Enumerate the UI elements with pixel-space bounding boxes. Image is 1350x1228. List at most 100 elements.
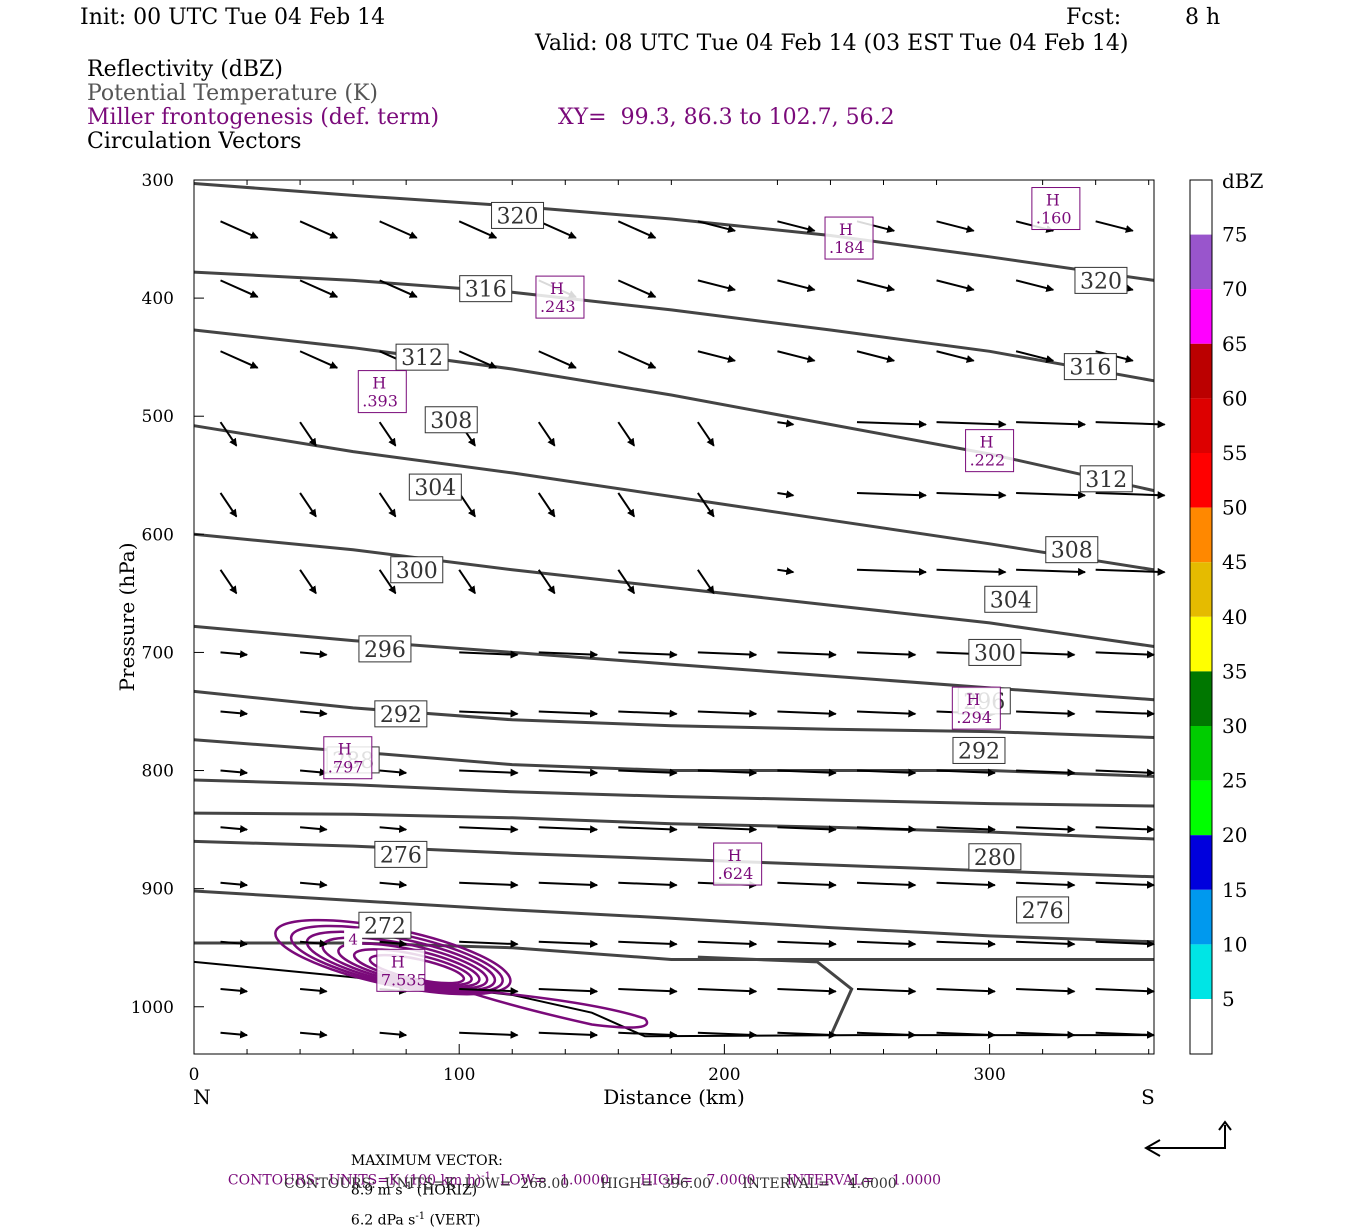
colorbar-swatch xyxy=(1190,289,1212,344)
circulation-vector xyxy=(618,880,678,889)
circulation-vector xyxy=(379,824,408,833)
theta-label-box xyxy=(374,840,428,868)
key-arrow-up-icon xyxy=(1218,1120,1232,1131)
y-tick-label: 700 xyxy=(142,643,174,663)
field-frontogenesis: Miller frontogenesis (def. term) xyxy=(87,105,440,130)
fronto-contour-tail xyxy=(458,987,649,1029)
valid-time: Valid: 08 UTC Tue 04 Feb 14 (03 EST Tue … xyxy=(535,31,1129,56)
circulation-vector xyxy=(856,880,917,889)
circulation-vector xyxy=(777,567,795,576)
theta-label-box xyxy=(424,406,478,434)
theta-label: 304 xyxy=(990,588,1032,613)
circulation-vector xyxy=(459,939,519,948)
circulation-vector xyxy=(458,220,498,239)
circulation-vector xyxy=(378,421,397,447)
colorbar-swatch xyxy=(1190,889,1212,945)
theta-label-box xyxy=(968,843,1022,871)
colorbar-level: 25 xyxy=(1222,769,1247,793)
circulation-vector xyxy=(379,279,418,298)
circulation-vector xyxy=(1016,825,1076,834)
frontogenesis-contours xyxy=(274,918,649,1029)
colorbar-swatch xyxy=(1190,343,1212,399)
circulation-vector xyxy=(299,569,317,595)
circulation-vector xyxy=(1016,880,1076,889)
y-tick-label: 600 xyxy=(142,525,174,545)
theta-label-box xyxy=(1079,465,1133,493)
right-end-label: S xyxy=(1141,1085,1155,1109)
circulation-vector xyxy=(856,279,896,292)
colorbar-swatch xyxy=(1190,835,1212,890)
circulation-vector xyxy=(458,569,476,595)
contour-labels: 320 320 316 316 312 312 308 308 304 304 300 300 296 2… xyxy=(323,187,1133,992)
theta-label: 292 xyxy=(380,703,422,728)
circulation-vector xyxy=(1095,220,1134,233)
circulation-vector xyxy=(299,220,339,239)
circulation-vector xyxy=(220,350,259,369)
key-arrow-left-icon xyxy=(1143,1139,1161,1157)
circulation-vector xyxy=(697,768,758,777)
circulation-vector xyxy=(1095,650,1155,659)
circulation-vector xyxy=(219,569,238,595)
circulation-vector xyxy=(617,421,636,447)
max-vector-key xyxy=(1143,1120,1232,1157)
circulation-vector xyxy=(220,768,249,777)
circulation-vector xyxy=(697,709,758,718)
theta-line-closed xyxy=(697,955,854,1037)
theta-label: 300 xyxy=(396,559,438,584)
circulation-vector xyxy=(617,492,636,518)
circulation-vector xyxy=(936,350,975,363)
circulation-vector xyxy=(856,567,927,576)
circulation-vector xyxy=(1015,279,1055,292)
theta-label: 272 xyxy=(364,914,406,939)
circulation-vector xyxy=(777,490,795,499)
colorbar-level: 75 xyxy=(1222,223,1247,247)
x-tick-label: 0 xyxy=(189,1065,200,1085)
circulation-vector xyxy=(537,569,556,595)
circulation-vector xyxy=(459,650,519,659)
circulation-vector xyxy=(777,768,837,777)
colorbar-swatch xyxy=(1190,944,1212,999)
colorbar-level: 30 xyxy=(1222,714,1247,738)
x-axis-label: Distance (km) xyxy=(603,1085,745,1109)
theta-label: 308 xyxy=(430,409,472,434)
fronto-max-h: H xyxy=(550,279,564,298)
circulation-vector xyxy=(777,880,837,889)
circulation-vector xyxy=(936,768,996,777)
circulation-vector xyxy=(1095,1030,1155,1039)
theta-line-320 xyxy=(193,182,1155,282)
colorbar-swatch xyxy=(1190,453,1212,508)
circulation-vector xyxy=(697,220,736,233)
circulation-vector xyxy=(936,279,975,292)
fronto-max-value: .393 xyxy=(362,392,398,411)
circulation-vector xyxy=(537,492,556,518)
field-vectors: Circulation Vectors xyxy=(87,129,302,154)
colorbar-swatch xyxy=(1190,398,1212,453)
fronto-max-value: .797 xyxy=(328,758,364,777)
circulation-vector xyxy=(697,987,758,996)
fronto-max-h: H xyxy=(338,740,352,759)
fronto-max-value: .160 xyxy=(1036,209,1072,228)
cross-section-plot: 3203203163163123123083083043043003002962… xyxy=(115,169,1264,1157)
forecast-hour: 8 h xyxy=(1185,5,1221,30)
fronto-max-box xyxy=(965,429,1015,473)
theta-label-box xyxy=(358,635,412,663)
fronto-max-box xyxy=(357,370,407,414)
horiz-unit-exponent: -1 xyxy=(402,1181,413,1192)
colorbar-swatch xyxy=(1190,780,1212,836)
circulation-vector xyxy=(299,939,328,948)
circulation-vector xyxy=(299,1030,328,1039)
theta-label: 312 xyxy=(401,346,443,371)
field-theta: Potential Temperature (K) xyxy=(87,81,378,106)
fronto-max-box xyxy=(535,275,585,319)
theta-label: 300 xyxy=(974,641,1016,666)
circulation-vector xyxy=(1016,939,1076,948)
circulation-vector xyxy=(936,420,1007,429)
theta-label: 308 xyxy=(1051,539,1093,564)
fronto-max-h: H xyxy=(966,690,980,709)
colorbar: dBZ 5 10 15 20 25 30 35 40 45 50 55 60 65 70 75 xyxy=(1189,169,1264,1055)
cross-section-endpoints: XY= 99.3, 86.3 to 102.7, 56.2 xyxy=(558,105,895,130)
circulation-vector xyxy=(697,492,715,518)
max-vector-vert: 6.2 dPa s xyxy=(350,1212,416,1228)
circulation-vector xyxy=(538,768,599,777)
plot-frame xyxy=(193,179,1155,1055)
